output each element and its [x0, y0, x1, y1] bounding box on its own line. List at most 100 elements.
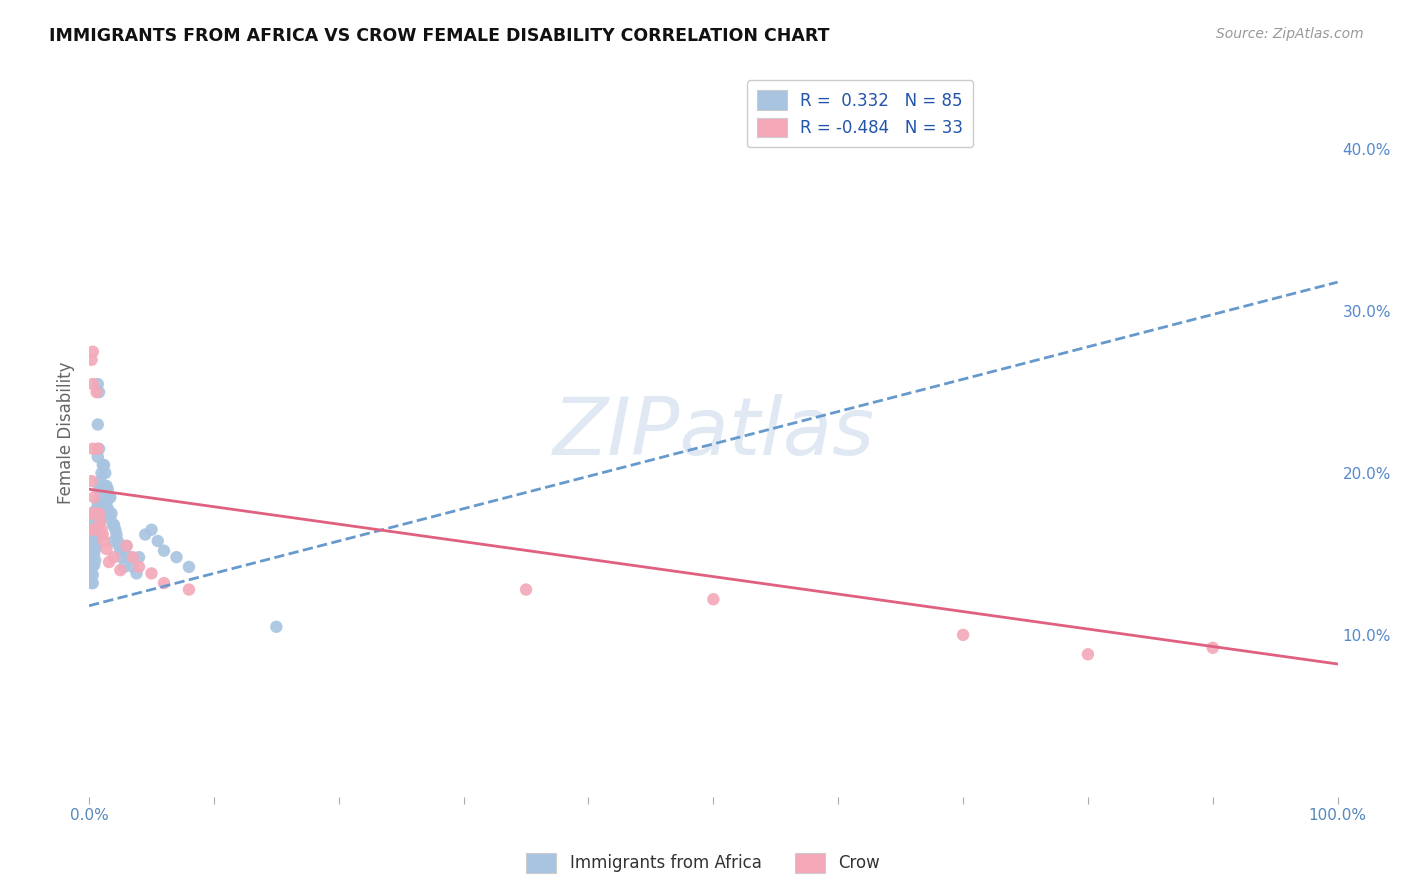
Point — [84, 542, 107, 557]
Point — [89, 474, 111, 488]
Point — [83, 507, 105, 521]
Point — [89, 515, 111, 529]
Point — [87, 442, 110, 456]
Point — [103, 550, 125, 565]
Point — [79, 523, 101, 537]
Point — [87, 507, 110, 521]
Point — [80, 352, 103, 367]
Point — [82, 442, 104, 456]
Point — [87, 482, 110, 496]
Point — [91, 527, 114, 541]
Legend: Immigrants from Africa, Crow: Immigrants from Africa, Crow — [520, 847, 886, 880]
Point — [115, 539, 138, 553]
Point — [266, 620, 288, 634]
Point — [82, 344, 104, 359]
Point — [82, 534, 104, 549]
Point — [146, 534, 169, 549]
Point — [98, 507, 121, 521]
Point — [83, 491, 105, 505]
Point — [96, 479, 118, 493]
Point — [166, 550, 188, 565]
Point — [84, 507, 107, 521]
Point — [98, 491, 121, 505]
Point — [110, 543, 132, 558]
Point — [83, 558, 105, 573]
Point — [86, 537, 108, 551]
Point — [128, 550, 150, 565]
Point — [94, 495, 117, 509]
Point — [105, 527, 128, 541]
Point — [110, 563, 132, 577]
Point — [103, 534, 125, 549]
Point — [89, 485, 111, 500]
Point — [515, 582, 537, 597]
Point — [177, 560, 200, 574]
Point — [90, 499, 112, 513]
Point — [84, 507, 107, 521]
Point — [86, 501, 108, 516]
Point — [84, 531, 107, 545]
Point — [177, 582, 200, 597]
Point — [96, 495, 118, 509]
Point — [91, 479, 114, 493]
Point — [118, 550, 141, 565]
Point — [80, 474, 103, 488]
Point — [80, 539, 103, 553]
Point — [80, 527, 103, 541]
Point — [82, 558, 104, 573]
Point — [83, 511, 105, 525]
Point — [80, 550, 103, 565]
Point — [87, 417, 110, 432]
Point — [80, 558, 103, 573]
Point — [87, 511, 110, 525]
Point — [104, 523, 127, 537]
Point — [89, 515, 111, 529]
Point — [97, 501, 120, 516]
Point — [87, 507, 110, 521]
Point — [79, 539, 101, 553]
Point — [94, 466, 117, 480]
Point — [98, 491, 121, 505]
Point — [108, 539, 131, 553]
Point — [153, 543, 176, 558]
Point — [103, 517, 125, 532]
Point — [82, 515, 104, 529]
Point — [112, 560, 135, 574]
Point — [90, 482, 112, 496]
Point — [82, 377, 104, 392]
Point — [86, 385, 108, 400]
Point — [952, 628, 974, 642]
Point — [125, 566, 148, 581]
Point — [1202, 640, 1225, 655]
Point — [82, 576, 104, 591]
Point — [82, 568, 104, 582]
Point — [93, 479, 115, 493]
Point — [83, 547, 105, 561]
Point — [83, 534, 105, 549]
Point — [90, 523, 112, 537]
Point — [101, 517, 124, 532]
Text: IMMIGRANTS FROM AFRICA VS CROW FEMALE DISABILITY CORRELATION CHART: IMMIGRANTS FROM AFRICA VS CROW FEMALE DI… — [49, 27, 830, 45]
Point — [80, 576, 103, 591]
Point — [121, 550, 143, 565]
Point — [93, 534, 115, 549]
Point — [115, 539, 138, 553]
Point — [86, 515, 108, 529]
Point — [89, 501, 111, 516]
Legend: R =  0.332   N = 85, R = -0.484   N = 33: R = 0.332 N = 85, R = -0.484 N = 33 — [747, 80, 973, 147]
Point — [702, 592, 724, 607]
Point — [83, 523, 105, 537]
Point — [87, 385, 110, 400]
Point — [86, 525, 108, 540]
Point — [128, 560, 150, 574]
Point — [94, 479, 117, 493]
Point — [107, 534, 129, 549]
Point — [93, 458, 115, 472]
Point — [87, 442, 110, 456]
Point — [84, 553, 107, 567]
Point — [96, 542, 118, 557]
Text: ZIPatlas: ZIPatlas — [553, 393, 875, 472]
Point — [90, 466, 112, 480]
Point — [121, 560, 143, 574]
Point — [87, 450, 110, 464]
